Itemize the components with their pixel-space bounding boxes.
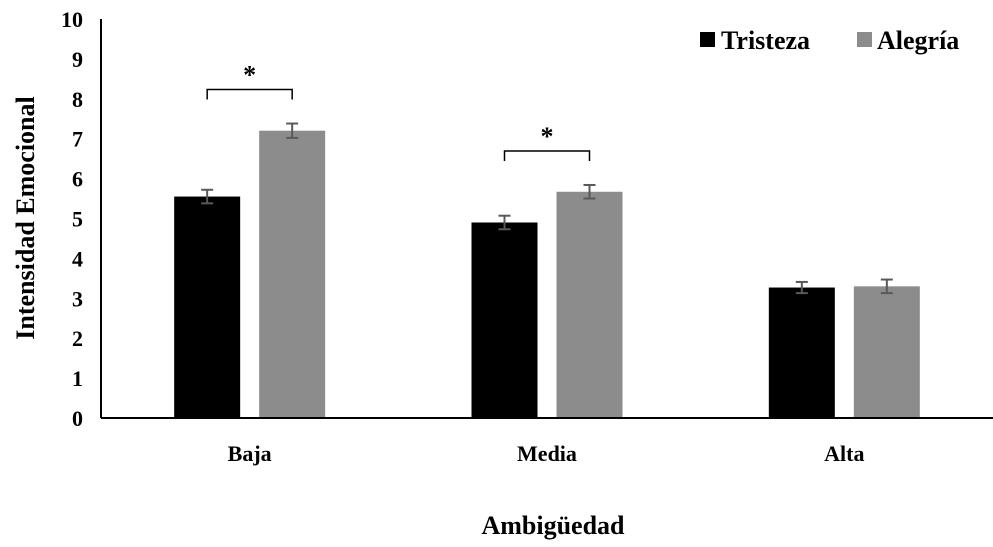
x-tick-label: Media bbox=[517, 441, 577, 466]
y-tick-label: 2 bbox=[72, 326, 83, 351]
y-tick-label: 6 bbox=[72, 167, 83, 192]
legend-label-tristeza: Tristeza bbox=[721, 26, 810, 55]
y-tick-label: 1 bbox=[72, 366, 83, 391]
significance-annotations: ** bbox=[206, 61, 591, 161]
y-tick-label: 9 bbox=[72, 47, 83, 72]
bar-tristeza-media bbox=[471, 222, 538, 418]
legend-swatch-tristeza bbox=[700, 32, 715, 47]
y-tick-label: 5 bbox=[72, 207, 83, 232]
significance-marker: * bbox=[243, 61, 256, 90]
bars bbox=[174, 130, 920, 418]
y-tick-label: 4 bbox=[72, 246, 83, 271]
x-tick-label: Alta bbox=[824, 441, 864, 466]
significance-bracket bbox=[503, 150, 591, 161]
x-axis-title: Ambigüedad bbox=[481, 511, 625, 540]
significance-marker: * bbox=[541, 122, 554, 151]
legend: Tristeza Alegría bbox=[700, 26, 959, 55]
bar-tristeza-alta bbox=[768, 287, 835, 418]
y-tick-label: 3 bbox=[72, 286, 83, 311]
error-bars bbox=[201, 122, 893, 295]
y-tick-label: 0 bbox=[72, 406, 83, 431]
y-axis-ticks: 0 1 2 3 4 5 6 7 8 9 10 bbox=[61, 7, 102, 431]
y-axis-title: Intensidad Emocional bbox=[11, 96, 40, 339]
bar-tristeza-baja bbox=[174, 196, 241, 418]
bar-alegria-alta bbox=[853, 286, 920, 418]
bar-alegria-baja bbox=[259, 130, 326, 418]
x-axis-categories: Baja Media Alta bbox=[228, 441, 865, 466]
legend-swatch-alegria bbox=[857, 32, 872, 47]
y-tick-label: 8 bbox=[72, 87, 83, 112]
y-tick-label: 10 bbox=[61, 7, 83, 32]
significance-bracket bbox=[206, 88, 293, 100]
bar-alegria-media bbox=[556, 191, 623, 418]
legend-label-alegria: Alegría bbox=[877, 26, 959, 55]
x-tick-label: Baja bbox=[228, 441, 272, 466]
y-tick-label: 7 bbox=[72, 127, 83, 152]
